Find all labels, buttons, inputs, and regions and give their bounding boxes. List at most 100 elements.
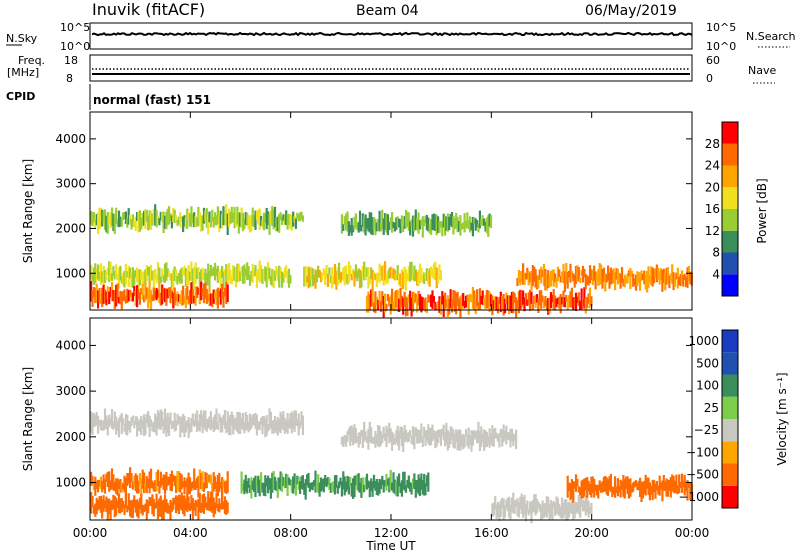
echo-cell <box>580 269 583 277</box>
echo-cell <box>183 495 186 517</box>
echo-cell <box>156 500 160 520</box>
echo-cell <box>271 206 274 227</box>
echo-cell <box>197 267 200 275</box>
echo-cell <box>253 477 256 492</box>
echo-cell <box>94 219 97 229</box>
echo-cell <box>296 212 299 219</box>
echo-cell <box>616 478 619 497</box>
echo-cell <box>177 216 180 225</box>
echo-cell <box>469 293 472 302</box>
echo-cell <box>201 494 204 512</box>
echo-cell <box>360 271 363 288</box>
echo-cell <box>112 474 115 491</box>
echo-cell <box>204 472 207 489</box>
echo-cell <box>537 501 540 509</box>
echo-cell <box>92 287 95 298</box>
echo-cell <box>347 221 350 236</box>
echo-cell <box>204 410 207 430</box>
echo-cell <box>315 270 318 283</box>
echo-cell <box>520 290 523 308</box>
echo-cell <box>384 293 387 313</box>
echo-cell <box>237 263 240 282</box>
echo-cell <box>622 475 625 497</box>
echo-cell <box>119 498 122 514</box>
echo-cell <box>609 267 612 285</box>
echo-cell <box>293 410 296 432</box>
echo-cell <box>428 295 431 303</box>
echo-cell <box>190 261 193 281</box>
echo-cell <box>676 485 679 495</box>
echo-cell <box>432 430 435 439</box>
echo-cell <box>535 499 539 514</box>
echo-cell <box>255 271 258 289</box>
echo-cell <box>450 299 454 313</box>
echo-cell <box>106 498 109 521</box>
echo-cell <box>215 408 218 429</box>
echo-cell <box>280 414 284 429</box>
echo-cell <box>204 282 207 299</box>
echo-cell <box>130 473 133 483</box>
echo-cell <box>265 478 268 487</box>
echo-cell <box>193 266 196 289</box>
echo-cell <box>219 210 222 229</box>
echo-cell <box>319 272 323 283</box>
echo-cell <box>159 211 162 221</box>
echo-cell <box>269 275 272 285</box>
echo-cell <box>120 291 123 310</box>
echo-cell <box>179 416 182 438</box>
echo-cell <box>246 212 249 226</box>
echo-cell <box>349 265 352 277</box>
echo-cell <box>318 482 321 497</box>
echo-cell <box>523 297 526 312</box>
echo-cell <box>232 212 235 222</box>
echo-cell <box>211 420 214 428</box>
echo-cell <box>229 269 232 284</box>
echo-band <box>340 421 518 452</box>
echo-cell <box>488 428 491 448</box>
echo-cell <box>116 219 119 227</box>
echo-cell <box>653 480 656 493</box>
echo-cell <box>331 267 334 289</box>
echo-cell <box>246 414 249 431</box>
echo-cell <box>237 411 240 434</box>
power-colorbar-segment <box>722 187 738 209</box>
echo-cell <box>177 294 180 302</box>
echo-cell <box>384 213 387 231</box>
echo-cell <box>158 267 161 286</box>
echo-cell <box>379 300 383 312</box>
echo-cell <box>148 471 151 494</box>
echo-cell <box>173 475 176 487</box>
echo-cell <box>489 294 493 307</box>
echo-cell <box>554 273 557 283</box>
echo-cell <box>112 266 115 276</box>
echo-cell <box>371 436 374 444</box>
echo-cell <box>370 267 373 279</box>
echo-cell <box>216 265 219 283</box>
echo-cell <box>122 483 125 490</box>
echo-cell <box>101 499 104 519</box>
echo-cell <box>416 271 419 286</box>
echo-cell <box>194 500 197 516</box>
echo-cell <box>611 269 614 284</box>
echo-cell <box>152 287 155 301</box>
echo-cell <box>175 293 178 302</box>
echo-cell <box>618 485 621 492</box>
echo-cell <box>149 419 153 427</box>
echo-cell <box>342 224 345 231</box>
echo-cell <box>586 275 589 285</box>
echo-cell <box>306 474 309 486</box>
echo-cell <box>149 289 153 310</box>
echo-cell <box>117 267 121 289</box>
echo-cell <box>410 297 413 317</box>
echo-cell <box>352 427 355 446</box>
echo-cell <box>502 294 505 316</box>
echo-cell <box>194 413 197 426</box>
echo-cell <box>418 477 422 496</box>
echo-cell <box>97 290 100 309</box>
echo-cell <box>417 429 420 444</box>
echo-cell <box>569 483 572 501</box>
echo-cell <box>581 265 585 283</box>
echo-cell <box>193 420 196 427</box>
echo-cell <box>668 479 671 491</box>
